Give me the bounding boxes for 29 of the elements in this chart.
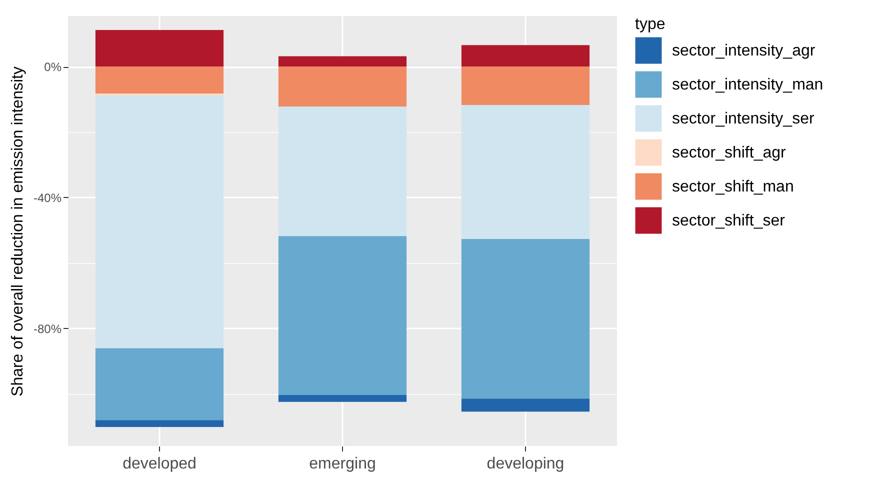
bar [278, 56, 407, 67]
bar [95, 30, 224, 67]
y-axis-title: Share of overall reduction in emission intensity [9, 66, 26, 396]
bar [95, 95, 224, 348]
legend-label: sector_intensity_man [672, 76, 824, 94]
y-tick-label: -40% [33, 190, 62, 205]
bar [95, 348, 224, 420]
legend-label: sector_shift_ser [672, 212, 786, 230]
legend-label: sector_intensity_agr [672, 42, 816, 60]
legend-label: sector_intensity_ser [672, 110, 815, 128]
legend-label: sector_shift_agr [672, 144, 787, 162]
bar [461, 398, 590, 412]
legend-label: sector_shift_man [672, 178, 794, 196]
bar [461, 239, 590, 399]
bar [461, 66, 590, 105]
x-tick-label: emerging [309, 456, 376, 472]
bar [278, 66, 407, 107]
bar [461, 104, 590, 240]
legend-title: type [635, 16, 666, 33]
x-tick-label: developing [486, 456, 564, 472]
bar [95, 66, 224, 94]
bar [278, 394, 407, 402]
y-tick-label: -80% [33, 322, 62, 336]
y-tick-label: 0% [44, 60, 62, 74]
bar [278, 236, 407, 395]
x-tick-label: developed [122, 456, 196, 472]
bar [95, 420, 224, 428]
bar [278, 106, 407, 236]
bar [461, 45, 590, 67]
